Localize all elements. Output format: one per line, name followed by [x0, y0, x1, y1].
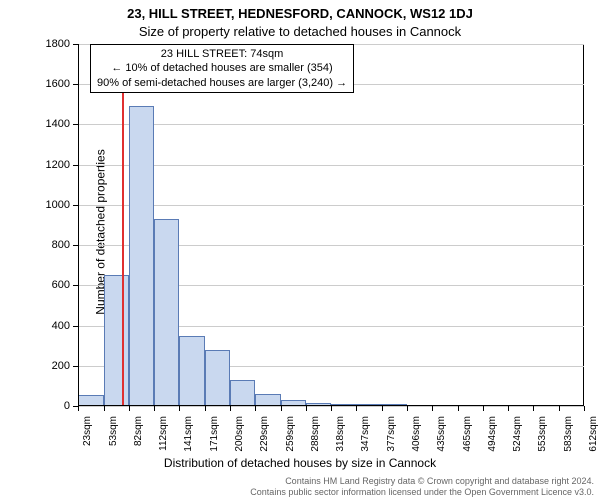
- x-tick-mark: [129, 406, 130, 411]
- histogram-bar: [129, 106, 155, 406]
- x-tick-label: 171sqm: [209, 416, 220, 452]
- annotation-box: 23 HILL STREET: 74sqm ← 10% of detached …: [90, 44, 354, 93]
- x-tick-label: 406sqm: [411, 416, 422, 452]
- x-tick-label: 229sqm: [259, 416, 270, 452]
- x-tick-mark: [306, 406, 307, 411]
- x-tick-label: 377sqm: [386, 416, 397, 452]
- y-tick-label: 1200: [30, 159, 70, 171]
- x-tick-label: 288sqm: [310, 416, 321, 452]
- footer-line1: Contains HM Land Registry data © Crown c…: [250, 476, 594, 487]
- x-tick-label: 553sqm: [537, 416, 548, 452]
- x-tick-mark: [533, 406, 534, 411]
- axis-right: [583, 44, 584, 406]
- x-tick-label: 435sqm: [436, 416, 447, 452]
- x-tick-mark: [154, 406, 155, 411]
- x-tick-label: 465sqm: [462, 416, 473, 452]
- x-tick-label: 347sqm: [360, 416, 371, 452]
- x-tick-label: 583sqm: [563, 416, 574, 452]
- footer: Contains HM Land Registry data © Crown c…: [250, 476, 594, 498]
- x-tick-label: 53sqm: [108, 416, 119, 446]
- x-tick-label: 112sqm: [158, 416, 169, 451]
- x-tick-label: 141sqm: [183, 416, 194, 452]
- x-tick-mark: [458, 406, 459, 411]
- x-tick-label: 318sqm: [335, 416, 346, 452]
- histogram-bar: [179, 336, 205, 406]
- chart-title-main: 23, HILL STREET, HEDNESFORD, CANNOCK, WS…: [0, 6, 600, 21]
- x-tick-label: 200sqm: [234, 416, 245, 452]
- x-tick-mark: [432, 406, 433, 411]
- y-tick-label: 600: [30, 279, 70, 291]
- annotation-line3: 90% of semi-detached houses are larger (…: [97, 76, 347, 90]
- x-tick-mark: [508, 406, 509, 411]
- y-tick-label: 0: [30, 400, 70, 412]
- y-tick-label: 1000: [30, 199, 70, 211]
- chart-container: 23, HILL STREET, HEDNESFORD, CANNOCK, WS…: [0, 0, 600, 500]
- x-tick-mark: [584, 406, 585, 411]
- x-tick-mark: [104, 406, 105, 411]
- footer-line2: Contains public sector information licen…: [250, 487, 594, 498]
- x-tick-label: 494sqm: [487, 416, 498, 452]
- annotation-line2: ← 10% of detached houses are smaller (35…: [97, 61, 347, 75]
- x-tick-label: 23sqm: [82, 416, 93, 446]
- x-tick-label: 82sqm: [133, 416, 144, 446]
- y-tick-label: 200: [30, 360, 70, 372]
- x-tick-mark: [356, 406, 357, 411]
- annotation-line1: 23 HILL STREET: 74sqm: [97, 47, 347, 61]
- y-tick-label: 1600: [30, 78, 70, 90]
- x-tick-mark: [230, 406, 231, 411]
- x-tick-mark: [179, 406, 180, 411]
- histogram-bar: [104, 275, 129, 406]
- marker-line: [122, 44, 124, 406]
- chart-title-sub: Size of property relative to detached ho…: [0, 24, 600, 39]
- x-tick-label: 524sqm: [512, 416, 523, 452]
- y-tick-label: 800: [30, 239, 70, 251]
- histogram-bar: [230, 380, 255, 406]
- x-tick-mark: [78, 406, 79, 411]
- y-tick-label: 1400: [30, 118, 70, 130]
- x-tick-label: 612sqm: [588, 416, 599, 452]
- x-tick-label: 259sqm: [285, 416, 296, 452]
- x-tick-mark: [205, 406, 206, 411]
- x-tick-mark: [407, 406, 408, 411]
- axis-bottom: [78, 405, 584, 406]
- x-axis-label: Distribution of detached houses by size …: [0, 456, 600, 470]
- x-tick-mark: [483, 406, 484, 411]
- plot-area: [78, 44, 584, 406]
- histogram-bar: [154, 219, 179, 406]
- histogram-bar: [205, 350, 230, 406]
- x-tick-mark: [281, 406, 282, 411]
- y-tick-label: 1800: [30, 38, 70, 50]
- axis-left: [78, 44, 79, 406]
- x-tick-mark: [382, 406, 383, 411]
- y-tick-label: 400: [30, 320, 70, 332]
- x-tick-mark: [559, 406, 560, 411]
- x-tick-mark: [255, 406, 256, 411]
- x-tick-mark: [331, 406, 332, 411]
